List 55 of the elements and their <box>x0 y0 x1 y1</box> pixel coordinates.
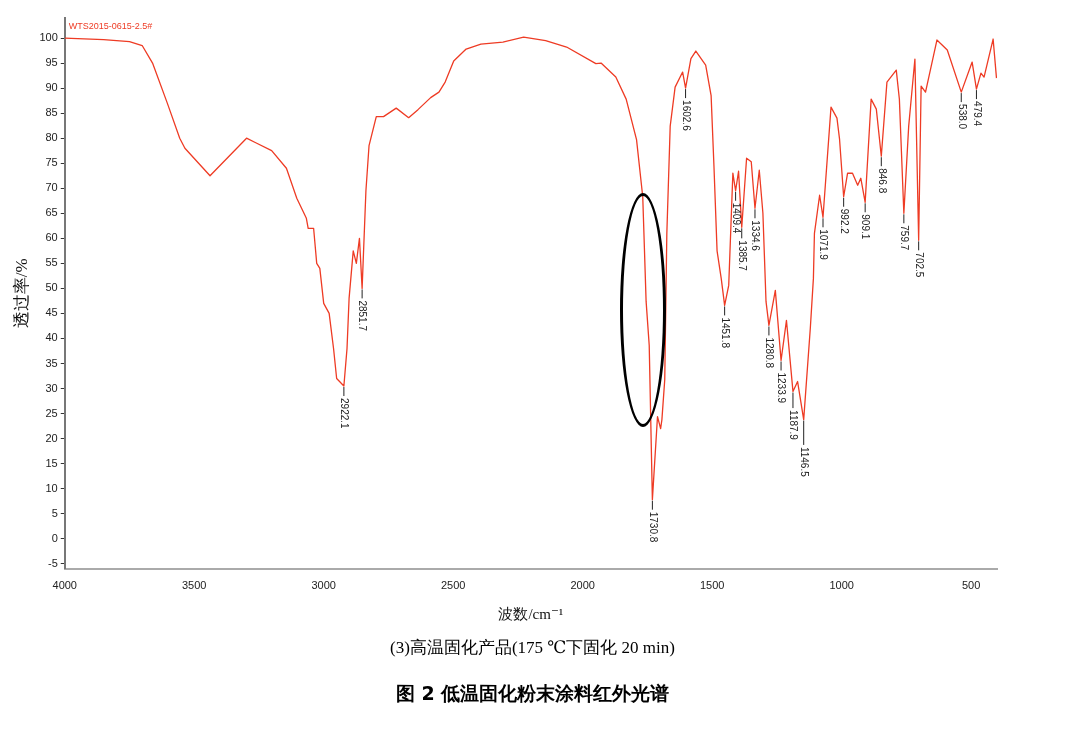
y-tick-label: 90 <box>45 81 58 94</box>
annotation: 759.7 <box>899 225 911 251</box>
y-tick-label: 100 <box>39 31 58 44</box>
annotation: 702.5 <box>913 252 925 278</box>
y-tick-label: 35 <box>45 356 58 369</box>
annotation: 1233.9 <box>776 372 788 404</box>
y-tick-label: 0 <box>51 531 58 544</box>
y-axis-title: 透过率/% <box>11 258 31 329</box>
annotation: 1409.4 <box>730 202 742 234</box>
x-tick-label: 500 <box>961 579 981 592</box>
annotation: 1280.8 <box>764 337 776 369</box>
y-tick-label: 45 <box>45 306 58 319</box>
y-tick-label: 65 <box>45 206 58 219</box>
y-tick-label: 30 <box>45 381 58 394</box>
annotation: 1334.6 <box>750 220 762 252</box>
annotation: 1385.7 <box>737 240 748 272</box>
y-tick-label: 50 <box>45 281 58 294</box>
x-axis-title: 波数/cm⁻¹ <box>498 605 564 622</box>
y-tick-label: 75 <box>45 156 58 169</box>
x-tick-label: 2500 <box>440 579 466 592</box>
y-tick-label: 95 <box>45 56 58 69</box>
x-tick-label: 4000 <box>52 579 77 592</box>
y-tick-label: 60 <box>45 231 58 244</box>
text: 图 2 低温固化粉末涂料红外光谱 <box>394 681 671 706</box>
annotation: 1071.9 <box>818 229 830 261</box>
y-tick-label: 20 <box>45 431 58 444</box>
annotation: 992.2 <box>838 208 850 235</box>
annotation: 846.8 <box>876 168 888 194</box>
annotation: 479.4 <box>971 101 983 127</box>
y-tick-label: 55 <box>45 256 58 269</box>
annotation: WTS2015-0615-2.5# <box>68 20 153 31</box>
y-tick-label: 10 <box>45 481 58 494</box>
y-tick-label: 40 <box>45 331 58 344</box>
annotation: 1146.5 <box>798 446 810 478</box>
annotation: 1602.6 <box>680 100 692 132</box>
y-tick-label: 25 <box>45 406 58 419</box>
x-tick-label: 3500 <box>181 579 207 592</box>
x-tick-label: 3000 <box>311 579 336 592</box>
annotation: 909.1 <box>860 214 872 240</box>
annotation: 538.0 <box>956 104 968 130</box>
x-tick-label: 2000 <box>570 579 595 592</box>
y-tick-label: 85 <box>45 106 58 119</box>
y-tick-label: -5 <box>47 556 58 569</box>
annotation: 1451.8 <box>719 317 731 349</box>
y-tick-label: 80 <box>45 131 58 144</box>
text: (3)高温固化产品(175 ℃下固化 20 min) <box>389 637 676 659</box>
y-tick-label: 5 <box>51 506 58 519</box>
annotation: 1187.9 <box>788 410 800 441</box>
y-tick-label: 15 <box>45 456 58 469</box>
annotation: 2851.7 <box>357 300 369 332</box>
annotation: 1730.8 <box>647 511 659 543</box>
x-tick-label: 1500 <box>699 579 725 592</box>
annotation: 2922.1 <box>339 398 351 430</box>
x-tick-label: 1000 <box>829 579 854 592</box>
y-tick-label: 70 <box>45 181 58 194</box>
